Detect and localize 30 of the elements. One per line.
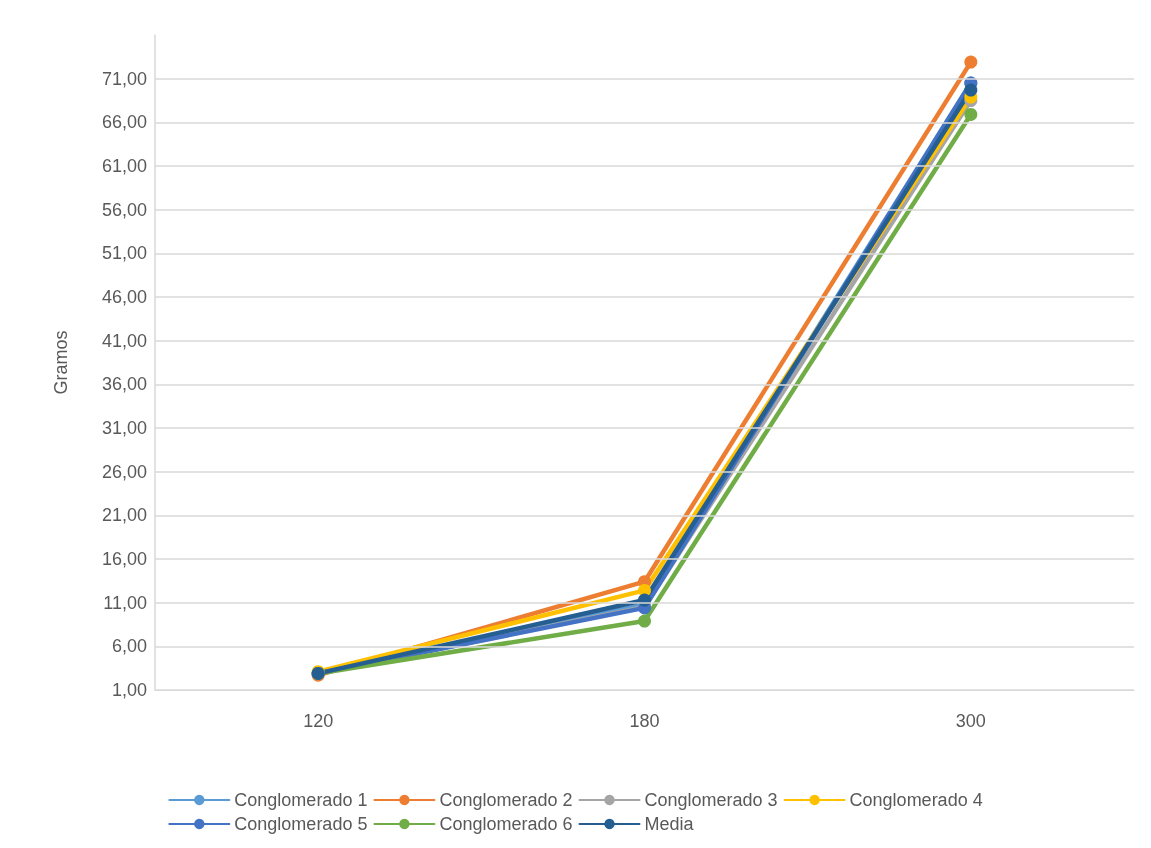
legend-label: Conglomerado 5 <box>234 814 368 834</box>
y-tick-label: 41,00 <box>101 330 147 351</box>
point <box>964 83 978 97</box>
y-tick-label: 31,00 <box>101 418 147 438</box>
y-tick-label: 6,00 <box>111 636 147 657</box>
legend-label: Media <box>644 814 695 834</box>
point <box>638 614 651 628</box>
legend-label: Conglomerado 6 <box>439 814 573 834</box>
y-tick-label: 66,00 <box>101 112 147 133</box>
y-axis-title: Gramos <box>51 330 71 395</box>
legend-label: Conglomerado 3 <box>644 790 778 810</box>
legend-label: Conglomerado 2 <box>439 790 573 810</box>
legend-label: Conglomerado 1 <box>234 790 368 810</box>
point <box>964 107 978 121</box>
y-tick-label: 1,00 <box>111 680 147 700</box>
y-tick-label: 61,00 <box>101 156 147 176</box>
legend-label: Conglomerado 4 <box>849 790 983 810</box>
y-tick-label: 11,00 <box>103 592 147 613</box>
x-tick-label: 300 <box>955 711 986 731</box>
point <box>964 55 978 69</box>
x-tick-label: 180 <box>629 711 660 731</box>
y-tick-label: 71,00 <box>101 68 147 89</box>
x-tick-label: 120 <box>303 711 334 731</box>
y-tick-label: 16,00 <box>101 549 147 569</box>
y-tick-label: 56,00 <box>101 199 147 220</box>
y-tick-label: 26,00 <box>101 461 147 482</box>
y-tick-label: 21,00 <box>101 505 147 526</box>
y-tick-label: 36,00 <box>101 374 147 395</box>
y-tick-label: 46,00 <box>101 287 147 307</box>
y-tick-label: 51,00 <box>101 243 147 264</box>
